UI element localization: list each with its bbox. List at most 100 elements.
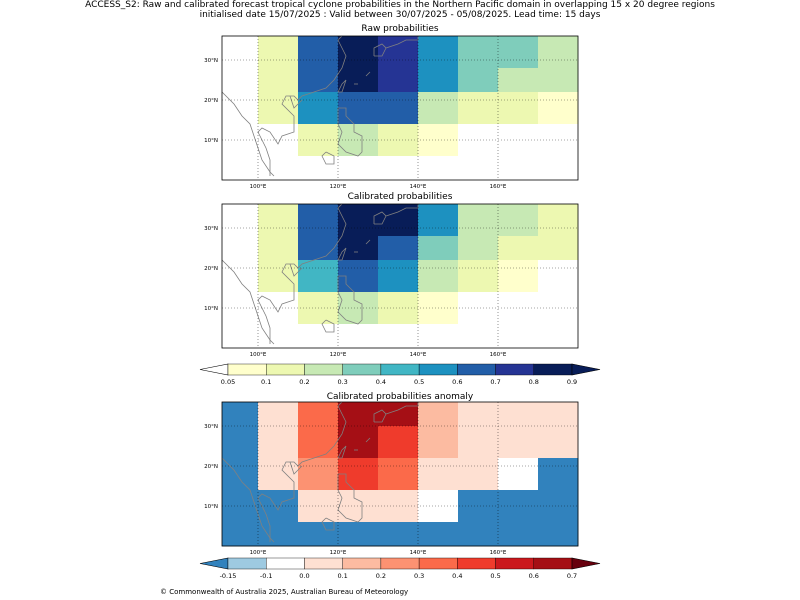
map-frame-calibrated <box>221 203 579 349</box>
heatmap-cell <box>378 204 419 237</box>
heatmap-cell <box>498 204 539 237</box>
heatmap-cell <box>378 458 419 491</box>
lat-tick-label: 30°N <box>204 424 218 430</box>
probability-colorbar-tick-label: 0.7 <box>490 378 500 386</box>
heatmap-cell <box>258 204 299 237</box>
heatmap-cell <box>458 236 499 261</box>
heatmap-cell <box>498 260 539 293</box>
heatmap-cell <box>258 156 299 181</box>
coastline <box>321 517 335 531</box>
anomaly-colorbar-swatch <box>495 557 534 570</box>
lon-tick-label: 100°E <box>250 184 267 190</box>
lon-tick-label: 160°E <box>490 184 507 190</box>
heatmap-cell <box>298 36 339 69</box>
anomaly-colorbar-tick-label: -0.1 <box>260 572 273 580</box>
heatmap-cell <box>338 324 379 349</box>
probability-colorbar-under-arrow <box>199 363 229 376</box>
heatmap-cell <box>378 36 419 69</box>
anomaly-colorbar-under-arrow <box>199 557 229 570</box>
heatmap-cell <box>458 522 499 547</box>
coastline <box>385 402 419 415</box>
heatmap-cell <box>498 36 539 69</box>
heatmap-cell <box>298 92 339 125</box>
coastline <box>337 445 347 459</box>
probability-colorbar-tick-label: 0.05 <box>221 378 235 386</box>
heatmap-cell <box>258 36 299 69</box>
heatmap-cell <box>538 522 579 547</box>
heatmap-cell <box>222 458 259 491</box>
coastline <box>321 319 335 333</box>
lon-tick-label: 140°E <box>410 550 427 556</box>
coastline <box>373 409 387 423</box>
heatmap-cell <box>298 522 339 547</box>
heatmap-cell <box>258 68 299 93</box>
lon-tick-label: 100°E <box>250 352 267 358</box>
lat-tick-label: 30°N <box>204 226 218 232</box>
heatmap-cell <box>298 260 339 293</box>
heatmap-cell <box>418 426 459 459</box>
heatmap-cell <box>222 236 259 261</box>
anomaly-colorbar-tick-label: -0.15 <box>220 572 237 580</box>
heatmap-cell <box>338 522 379 547</box>
heatmap-cell <box>458 92 499 125</box>
lat-tick-label: 10°N <box>204 138 218 144</box>
heatmap-cell <box>418 156 459 181</box>
heatmap-cell <box>378 522 419 547</box>
heatmap-cell <box>222 402 259 427</box>
heatmap-cell <box>458 402 499 427</box>
anomaly-colorbar-tick-label: 0.0 <box>299 572 309 580</box>
anomaly-colorbar-swatch <box>304 557 343 570</box>
heatmap-cell <box>298 324 339 349</box>
coastline <box>221 457 275 543</box>
heatmap-cell <box>538 260 579 293</box>
coastline <box>385 36 419 49</box>
lon-tick-label: 140°E <box>410 352 427 358</box>
lon-tick-label: 160°E <box>490 550 507 556</box>
heatmap-cell <box>538 68 579 93</box>
probability-colorbar-swatch <box>533 363 573 376</box>
heatmap-cell <box>298 236 339 261</box>
heatmap-cell <box>458 490 499 523</box>
map-frame-anomaly <box>221 401 579 547</box>
heatmap-cell <box>222 426 259 459</box>
anomaly-colorbar-swatch <box>342 557 382 570</box>
heatmap-cell <box>498 324 539 349</box>
coastline <box>365 71 371 77</box>
anomaly-colorbar-over-arrow <box>571 557 601 570</box>
heatmap-cell <box>222 156 259 181</box>
heatmap-cell <box>222 36 259 69</box>
heatmap-cell <box>222 522 259 547</box>
heatmap-cell <box>298 426 339 459</box>
coastline <box>321 151 335 165</box>
heatmap-cell <box>258 458 299 491</box>
lon-tick-label: 140°E <box>410 184 427 190</box>
heatmap-cell <box>222 68 259 93</box>
figure-title-line2: initialised date 15/07/2025 : Valid betw… <box>199 10 601 20</box>
probability-colorbar-tick-label: 0.5 <box>414 378 424 386</box>
anomaly-colorbar-swatch <box>227 557 267 570</box>
heatmap-cell <box>538 236 579 261</box>
heatmap-cell <box>258 522 299 547</box>
anomaly-colorbar-swatch <box>533 557 573 570</box>
lon-tick-label: 100°E <box>250 550 267 556</box>
heatmap-cell <box>458 124 499 157</box>
heatmap-cell <box>538 402 579 427</box>
probability-colorbar-tick-label: 0.1 <box>261 378 271 386</box>
heatmap-cell <box>298 204 339 237</box>
probability-colorbar-swatch <box>457 363 496 376</box>
heatmap-cell <box>458 260 499 293</box>
heatmap-cell <box>418 522 459 547</box>
anomaly-colorbar-tick-label: 0.5 <box>490 572 500 580</box>
heatmap-cell <box>298 402 339 427</box>
heatmap-cell <box>338 68 379 93</box>
heatmap-cell <box>418 458 459 491</box>
anomaly-colorbar-tick-label: 0.3 <box>414 572 424 580</box>
heatmap-cell <box>458 68 499 93</box>
heatmap-cell <box>258 426 299 459</box>
heatmap-cell <box>222 204 259 237</box>
heatmap-cell <box>538 204 579 237</box>
coastline <box>257 203 347 344</box>
heatmap-cell <box>338 402 379 427</box>
anomaly-colorbar-tick-label: 0.7 <box>567 572 577 580</box>
coastline <box>373 211 387 225</box>
